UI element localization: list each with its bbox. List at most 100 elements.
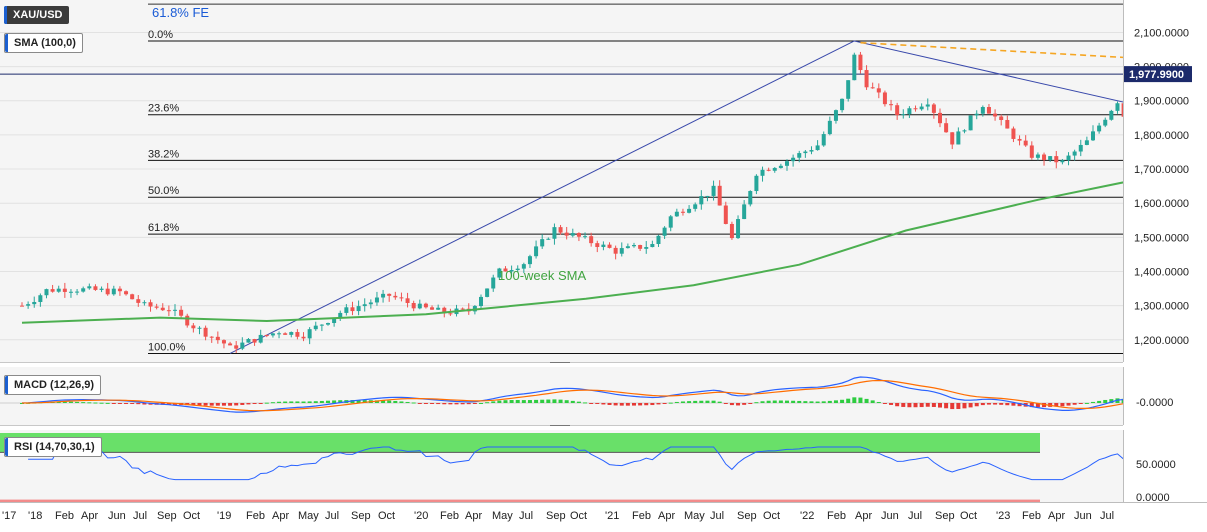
macd-histogram-bar (650, 403, 655, 406)
candle (154, 303, 159, 310)
macd-histogram-bar (405, 401, 410, 403)
candle (913, 105, 918, 112)
candle (699, 190, 704, 210)
candle-body (362, 304, 367, 307)
candle-body (142, 302, 147, 304)
candle (613, 245, 618, 260)
candle-body (833, 110, 838, 121)
macd-histogram-bar (785, 400, 789, 403)
fib-level-label: 100.0% (148, 341, 186, 353)
macd-histogram-bar (313, 401, 318, 403)
candle (950, 132, 955, 150)
macd-histogram-bar (417, 403, 422, 404)
candle-body (442, 307, 447, 314)
macd-histogram-bar (619, 403, 624, 406)
price-chart[interactable]: 0.0% 23.6% 38.2% 50.0% 61.8% 100.0% 61.8% FE 1… (0, 0, 1207, 362)
candle-body (1115, 103, 1120, 111)
macd-histogram-bar (962, 403, 967, 409)
candle (797, 150, 802, 163)
candle-body (1005, 119, 1010, 129)
time-tick-label: '17 (2, 510, 16, 522)
candle (931, 102, 936, 119)
macd-histogram-bar (319, 400, 324, 403)
candle-body (521, 264, 526, 269)
price-tick-label: 2,100.0000 (1134, 27, 1189, 39)
candle (1072, 149, 1077, 161)
candle (564, 226, 569, 240)
time-axis[interactable]: '17 '18 Feb Apr Jun Jul Sep Oct '19 Feb Apr May Jul S… (0, 502, 1207, 527)
price-tick-label: 1,300.0000 (1134, 301, 1189, 313)
candle (1115, 101, 1120, 114)
candle (515, 265, 520, 272)
candle (527, 254, 532, 268)
candle-body (246, 339, 251, 343)
candle-body (1091, 131, 1095, 141)
candle-body (870, 87, 875, 89)
candle (980, 105, 985, 117)
macd-histogram-bar (742, 403, 747, 405)
candle-body (717, 185, 722, 206)
candle (864, 65, 869, 90)
time-tick-label: Jun (881, 510, 899, 522)
candle (882, 90, 887, 107)
time-tick-label: Jun (108, 510, 126, 522)
macd-histogram-bar (729, 403, 734, 406)
candle (362, 298, 367, 312)
macd-histogram-bar (833, 400, 838, 403)
time-tick-label: Oct (183, 510, 200, 522)
time-tick-label: Feb (440, 510, 459, 522)
candle-body (1035, 154, 1040, 158)
candle-body (980, 107, 985, 114)
candle (736, 215, 741, 239)
candle-body (576, 233, 581, 237)
price-axis[interactable]: 2,100.00002,000.00001,900.00001,800.0000… (1123, 0, 1207, 362)
candle-body (191, 325, 196, 329)
macd-histogram-bar (326, 400, 330, 403)
candle (778, 163, 783, 169)
candle-body (772, 167, 777, 171)
macd-histogram-bar (723, 403, 728, 404)
candle (607, 242, 612, 249)
time-tick-label: Jul (325, 510, 339, 522)
candle (124, 290, 129, 296)
candle (399, 292, 404, 302)
price-pane[interactable]: 0.0% 23.6% 38.2% 50.0% 61.8% 100.0% 61.8% FE 1… (0, 0, 1207, 363)
macd-histogram-bar (815, 401, 820, 403)
rsi-pane[interactable] (0, 430, 1207, 520)
macd-histogram-bar (301, 401, 306, 403)
candle-body (393, 295, 398, 298)
last-price-label: 1,977.9900 (1129, 69, 1184, 81)
macd-histogram-bar (993, 403, 998, 405)
candle-body (748, 191, 753, 205)
macd-pane[interactable] (0, 367, 1207, 426)
rsi-indicator-tag[interactable]: RSI (14,70,30,1) (4, 437, 102, 457)
time-tick-label: Sep (935, 510, 955, 522)
candle (534, 240, 539, 259)
sma-indicator-tag[interactable]: SMA (100,0) (4, 33, 83, 53)
macd-histogram-bar (607, 403, 612, 405)
candle (240, 337, 245, 351)
candle-body (1060, 160, 1065, 163)
candle-body (797, 153, 802, 158)
candle-body (1017, 138, 1022, 141)
macd-histogram-bar (191, 403, 196, 406)
macd-histogram-bar (632, 403, 636, 406)
symbol-tag[interactable]: XAU/USD (4, 6, 69, 24)
macd-histogram-bar (1091, 401, 1095, 403)
sma-layer: 100-week SMA (21, 164, 1207, 324)
macd-indicator-tag[interactable]: MACD (12,26,9) (4, 375, 102, 395)
price-tick-label: 1,700.0000 (1134, 164, 1189, 176)
price-tick-label: 1,900.0000 (1134, 96, 1189, 108)
candle-body (687, 208, 692, 213)
candle (938, 108, 942, 128)
candle (166, 305, 171, 317)
candle-body (179, 309, 184, 316)
candle-body (564, 232, 569, 236)
macd-histogram-bar (472, 403, 477, 404)
candle (638, 244, 643, 251)
candle-body (540, 239, 545, 247)
macd-histogram-bar (938, 403, 942, 408)
candle-body (613, 247, 618, 254)
candle (711, 180, 716, 201)
macd-histogram-bar (662, 403, 667, 404)
